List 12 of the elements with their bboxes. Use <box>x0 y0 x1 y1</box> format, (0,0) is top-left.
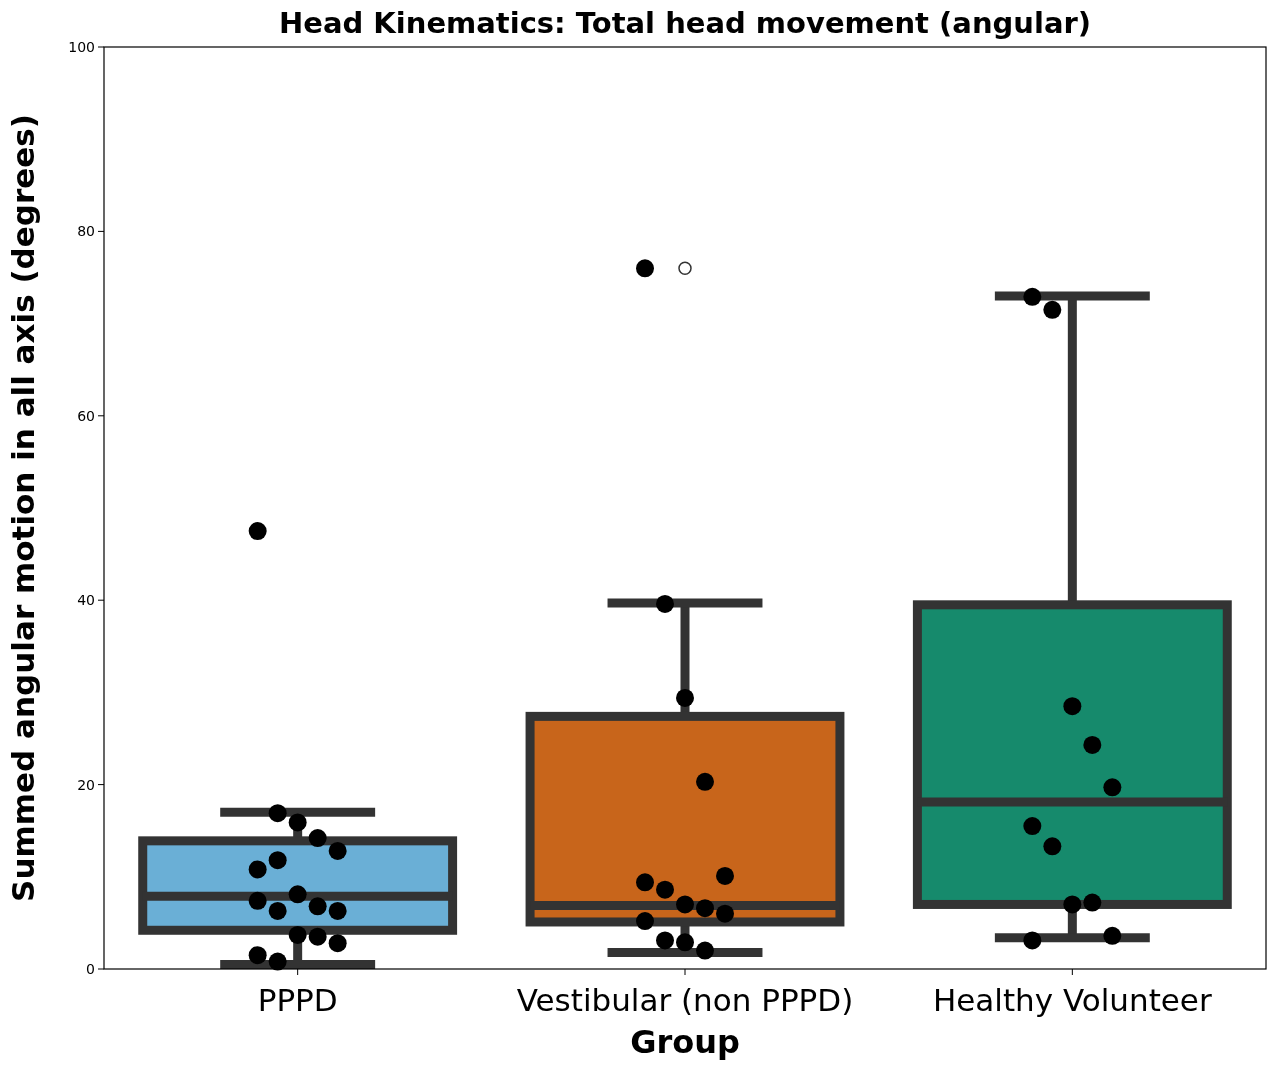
y-tick-label: 100 <box>68 38 95 55</box>
x-tick-label: Vestibular (non PPPD) <box>516 982 854 1018</box>
chart-title: Head Kinematics: Total head movement (angular) <box>278 6 1092 40</box>
y-tick-label: 40 <box>77 592 95 609</box>
y-axis-title: Summed angular motion in all axis (degrees) <box>5 114 41 902</box>
x-axis-title: Group <box>630 1023 740 1061</box>
y-tick-label: 20 <box>77 776 95 793</box>
y-tick-label: 80 <box>77 223 95 240</box>
x-tick-label: PPPD <box>257 982 338 1018</box>
y-tick-label: 60 <box>77 407 95 424</box>
y-tick-label: 0 <box>86 960 95 977</box>
x-tick-label: Healthy Volunteer <box>932 982 1212 1018</box>
